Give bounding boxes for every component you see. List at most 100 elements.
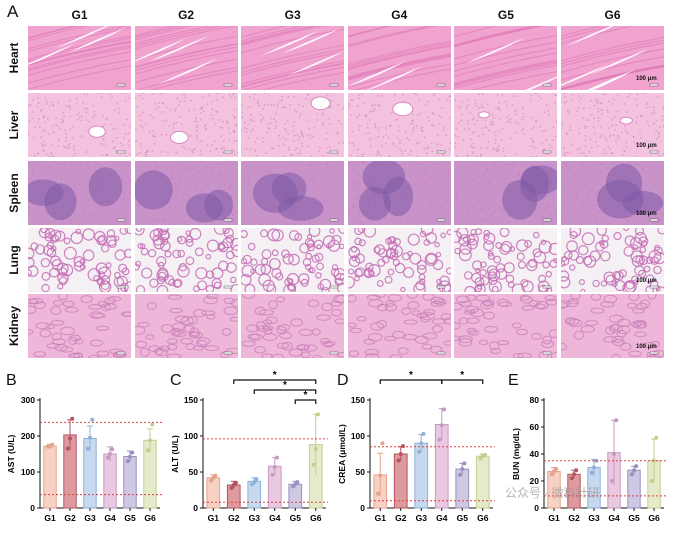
bar-g2: [393, 453, 408, 509]
histology-tile-liver-g4: [347, 93, 451, 157]
x-tick-label: G1: [548, 513, 560, 523]
data-point: [108, 452, 112, 456]
histology-tile-heart-g5: [454, 26, 558, 90]
x-tick-label: G6: [144, 513, 156, 523]
x-tick-label: G2: [395, 513, 407, 523]
data-point: [378, 473, 383, 478]
histology-tile-spleen-g6: [561, 161, 664, 225]
x-tick-label: G4: [269, 513, 281, 523]
data-point: [272, 464, 277, 469]
bar-g3: [414, 442, 429, 509]
chart-b: B AST (U/L) 0 100 200 300 G1 G2 G3 G4 G5 G6: [6, 372, 162, 523]
histology-tile-kidney-g3: [241, 294, 345, 358]
group-label-g4: G4: [391, 8, 408, 22]
y-tick-label: 20: [530, 476, 540, 486]
bar-g5: [123, 456, 137, 509]
data-point: [128, 454, 132, 459]
y-axis-label: AST (U/L): [6, 434, 16, 473]
data-point: [421, 431, 426, 436]
data-point: [88, 435, 92, 440]
histology-tile-lung-g5: [454, 228, 558, 292]
data-point: [612, 452, 616, 456]
y-tick-label: 100: [351, 431, 365, 441]
y-tick-label: 300: [21, 395, 35, 405]
data-point: [609, 479, 614, 483]
histology-tile-liver-g2: [134, 93, 238, 157]
data-point: [295, 480, 300, 485]
panel-letter-b: B: [6, 372, 17, 389]
x-tick-label: G2: [228, 513, 240, 523]
scale-bar-label: 100 μm: [636, 344, 657, 350]
y-tick-label: 0: [360, 503, 365, 513]
scale-bar-label: 100 μm: [636, 211, 657, 217]
data-point: [592, 465, 596, 470]
panel-a-letter: A: [7, 2, 19, 21]
data-point: [68, 436, 72, 441]
data-point: [125, 459, 130, 464]
data-point: [209, 478, 214, 483]
bar-g6: [475, 455, 490, 509]
bar-g4: [103, 453, 117, 509]
significance-bracket: [294, 399, 317, 404]
y-tick-label: 200: [21, 431, 35, 441]
data-point: [572, 472, 576, 477]
y-tick-label: 60: [530, 422, 540, 432]
bar-g1: [43, 445, 57, 509]
y-tick-label: 0: [193, 503, 198, 513]
data-point: [552, 469, 556, 474]
group-label-g2: G2: [178, 8, 195, 22]
data-point: [315, 412, 320, 417]
chart-d: D CREA (μmol/L) 0 50 100 150 G1 G2 G3 G4 G5 G6 * *: [337, 370, 495, 523]
data-point: [110, 447, 115, 452]
histology-tile-lung-g4: [347, 228, 451, 292]
data-point: [90, 417, 95, 422]
scale-bar-label: 100 μm: [636, 76, 657, 82]
group-label-g3: G3: [284, 8, 301, 22]
bar-g5: [455, 468, 470, 509]
significance-star: *: [273, 370, 277, 381]
group-label-g6: G6: [604, 8, 621, 22]
significance-bracket: [253, 389, 317, 394]
y-axis-label: CREA (μmol/L): [337, 424, 347, 484]
histology-tile-heart-g1: [28, 26, 131, 90]
data-point: [105, 455, 110, 460]
data-point: [614, 418, 619, 423]
histology-tile-lung-g3: [241, 228, 345, 292]
data-point: [417, 449, 422, 454]
histology-tile-kidney-g1: [28, 294, 131, 358]
x-tick-label: G3: [416, 513, 428, 523]
data-point: [398, 452, 403, 456]
histology-tile-heart-g2: [134, 26, 238, 90]
x-tick-label: G1: [44, 513, 56, 523]
y-tick-label: 150: [351, 395, 365, 405]
data-point: [150, 422, 155, 427]
data-point: [70, 416, 75, 421]
y-tick-label: 0: [30, 503, 35, 513]
data-point: [569, 476, 574, 481]
histology-tile-spleen-g2: [134, 161, 238, 225]
data-point: [554, 466, 559, 471]
data-point: [649, 479, 654, 483]
x-tick-label: G3: [588, 513, 600, 523]
data-point: [148, 438, 152, 443]
x-tick-label: G3: [249, 513, 261, 523]
data-point: [380, 441, 385, 446]
x-tick-label: G1: [375, 513, 387, 523]
histology-tile-liver-g1: [28, 93, 131, 157]
data-point: [313, 446, 318, 451]
watermark: 公众号 · 微科针研: [505, 485, 600, 500]
data-point: [396, 458, 401, 463]
data-point: [458, 472, 463, 477]
data-point: [50, 442, 55, 447]
histology-tile-spleen-g5: [454, 161, 558, 225]
x-tick-label: G4: [608, 513, 620, 523]
x-tick-label: G5: [290, 513, 302, 523]
significance-star: *: [304, 390, 308, 401]
scale-bar-label: 100 μm: [636, 278, 657, 284]
data-point: [400, 444, 405, 449]
chart-c: C ALT (U/L) 0 50 100 150 G1 G2 G3 G4 G5 G6 * * *: [170, 370, 328, 523]
bar-g3: [247, 480, 262, 509]
data-point: [233, 480, 238, 485]
histology-tile-spleen-g4: [347, 161, 451, 225]
